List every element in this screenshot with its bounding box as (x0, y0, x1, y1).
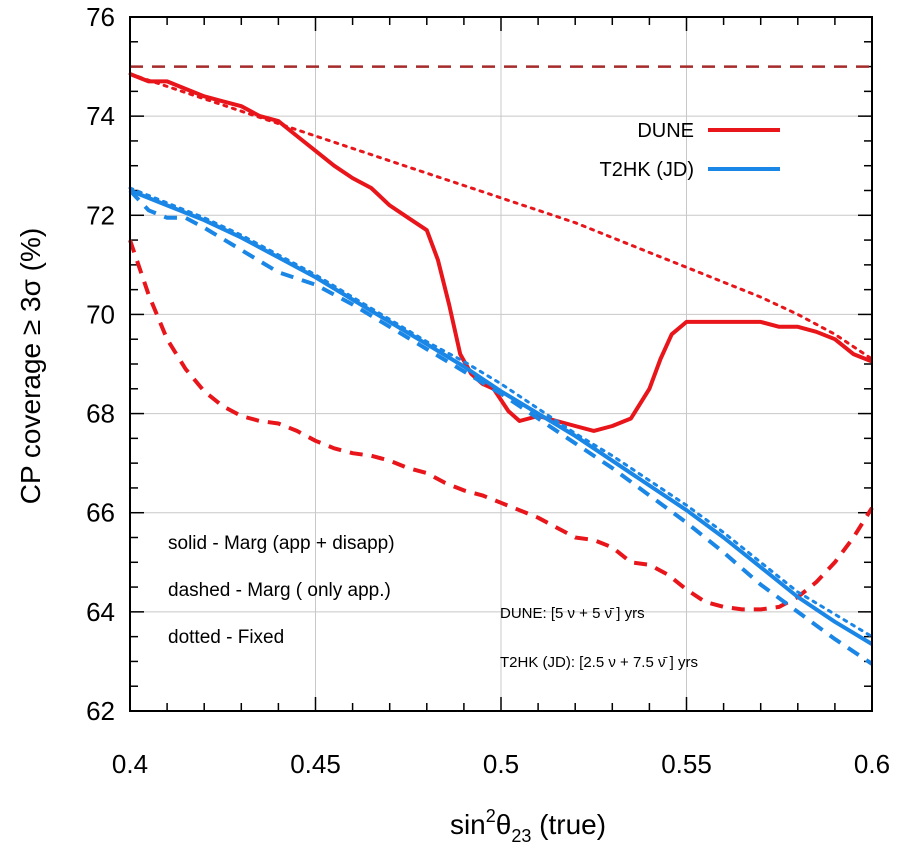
x-title-sub: 23 (511, 826, 531, 846)
y-tick-label: 74 (86, 101, 115, 131)
x-title-theta: θ (496, 809, 512, 840)
y-tick-label: 64 (86, 597, 115, 627)
legend: DUNE T2HK (JD) (600, 120, 780, 181)
x-tick-label: 0.6 (854, 749, 890, 779)
note-dune-exposure: DUNE: [5 ν + 5 ν̄ ] yrs (500, 605, 645, 622)
x-tick-label: 0.4 (112, 749, 148, 779)
x-tick-label: 0.5 (483, 749, 519, 779)
x-tick-label: 0.45 (290, 749, 341, 779)
y-axis-title: CP coverage ≥ 3σ (%) (15, 228, 46, 504)
t2hk-dotted-line (128, 186, 874, 639)
note-solid: solid - Marg (app + disapp) (168, 533, 395, 554)
x-title-sup: 2 (486, 806, 496, 826)
notes: solid - Marg (app + disapp) dashed - Mar… (168, 533, 698, 671)
note-dotted: dotted - Fixed (168, 627, 284, 648)
dune-dashed-line (128, 239, 874, 612)
dune-dotted-line (128, 72, 874, 361)
y-tick-label: 68 (86, 399, 115, 429)
y-tick-label: 70 (86, 299, 115, 329)
y-tick-label: 76 (86, 2, 115, 32)
y-tick-label: 62 (86, 696, 115, 726)
plot-frame (129, 16, 873, 712)
y-tick-label: 66 (86, 498, 115, 528)
series-lines (128, 65, 874, 666)
y-tick-label: 72 (86, 200, 115, 230)
note-dashed: dashed - Marg ( only app.) (168, 580, 391, 601)
note-t2hk-exposure: T2HK (JD): [2.5 ν + 7.5 ν̄ ] yrs (500, 654, 698, 671)
legend-label-t2hk: T2HK (JD) (600, 159, 694, 181)
x-tick-label: 0.55 (661, 749, 712, 779)
x-title-base: sin (450, 809, 486, 840)
t2hk-solid-line (129, 188, 874, 646)
t2hk-dashed-line (128, 189, 874, 666)
legend-label-dune: DUNE (637, 120, 694, 142)
x-axis-title: sin2θ23 (true) (450, 806, 606, 846)
grid (130, 17, 872, 711)
tick-labels: 0.4 0.45 0.5 0.55 0.6 62 64 66 68 70 72 74 76 (86, 2, 890, 779)
x-title-suffix: (true) (531, 809, 606, 840)
